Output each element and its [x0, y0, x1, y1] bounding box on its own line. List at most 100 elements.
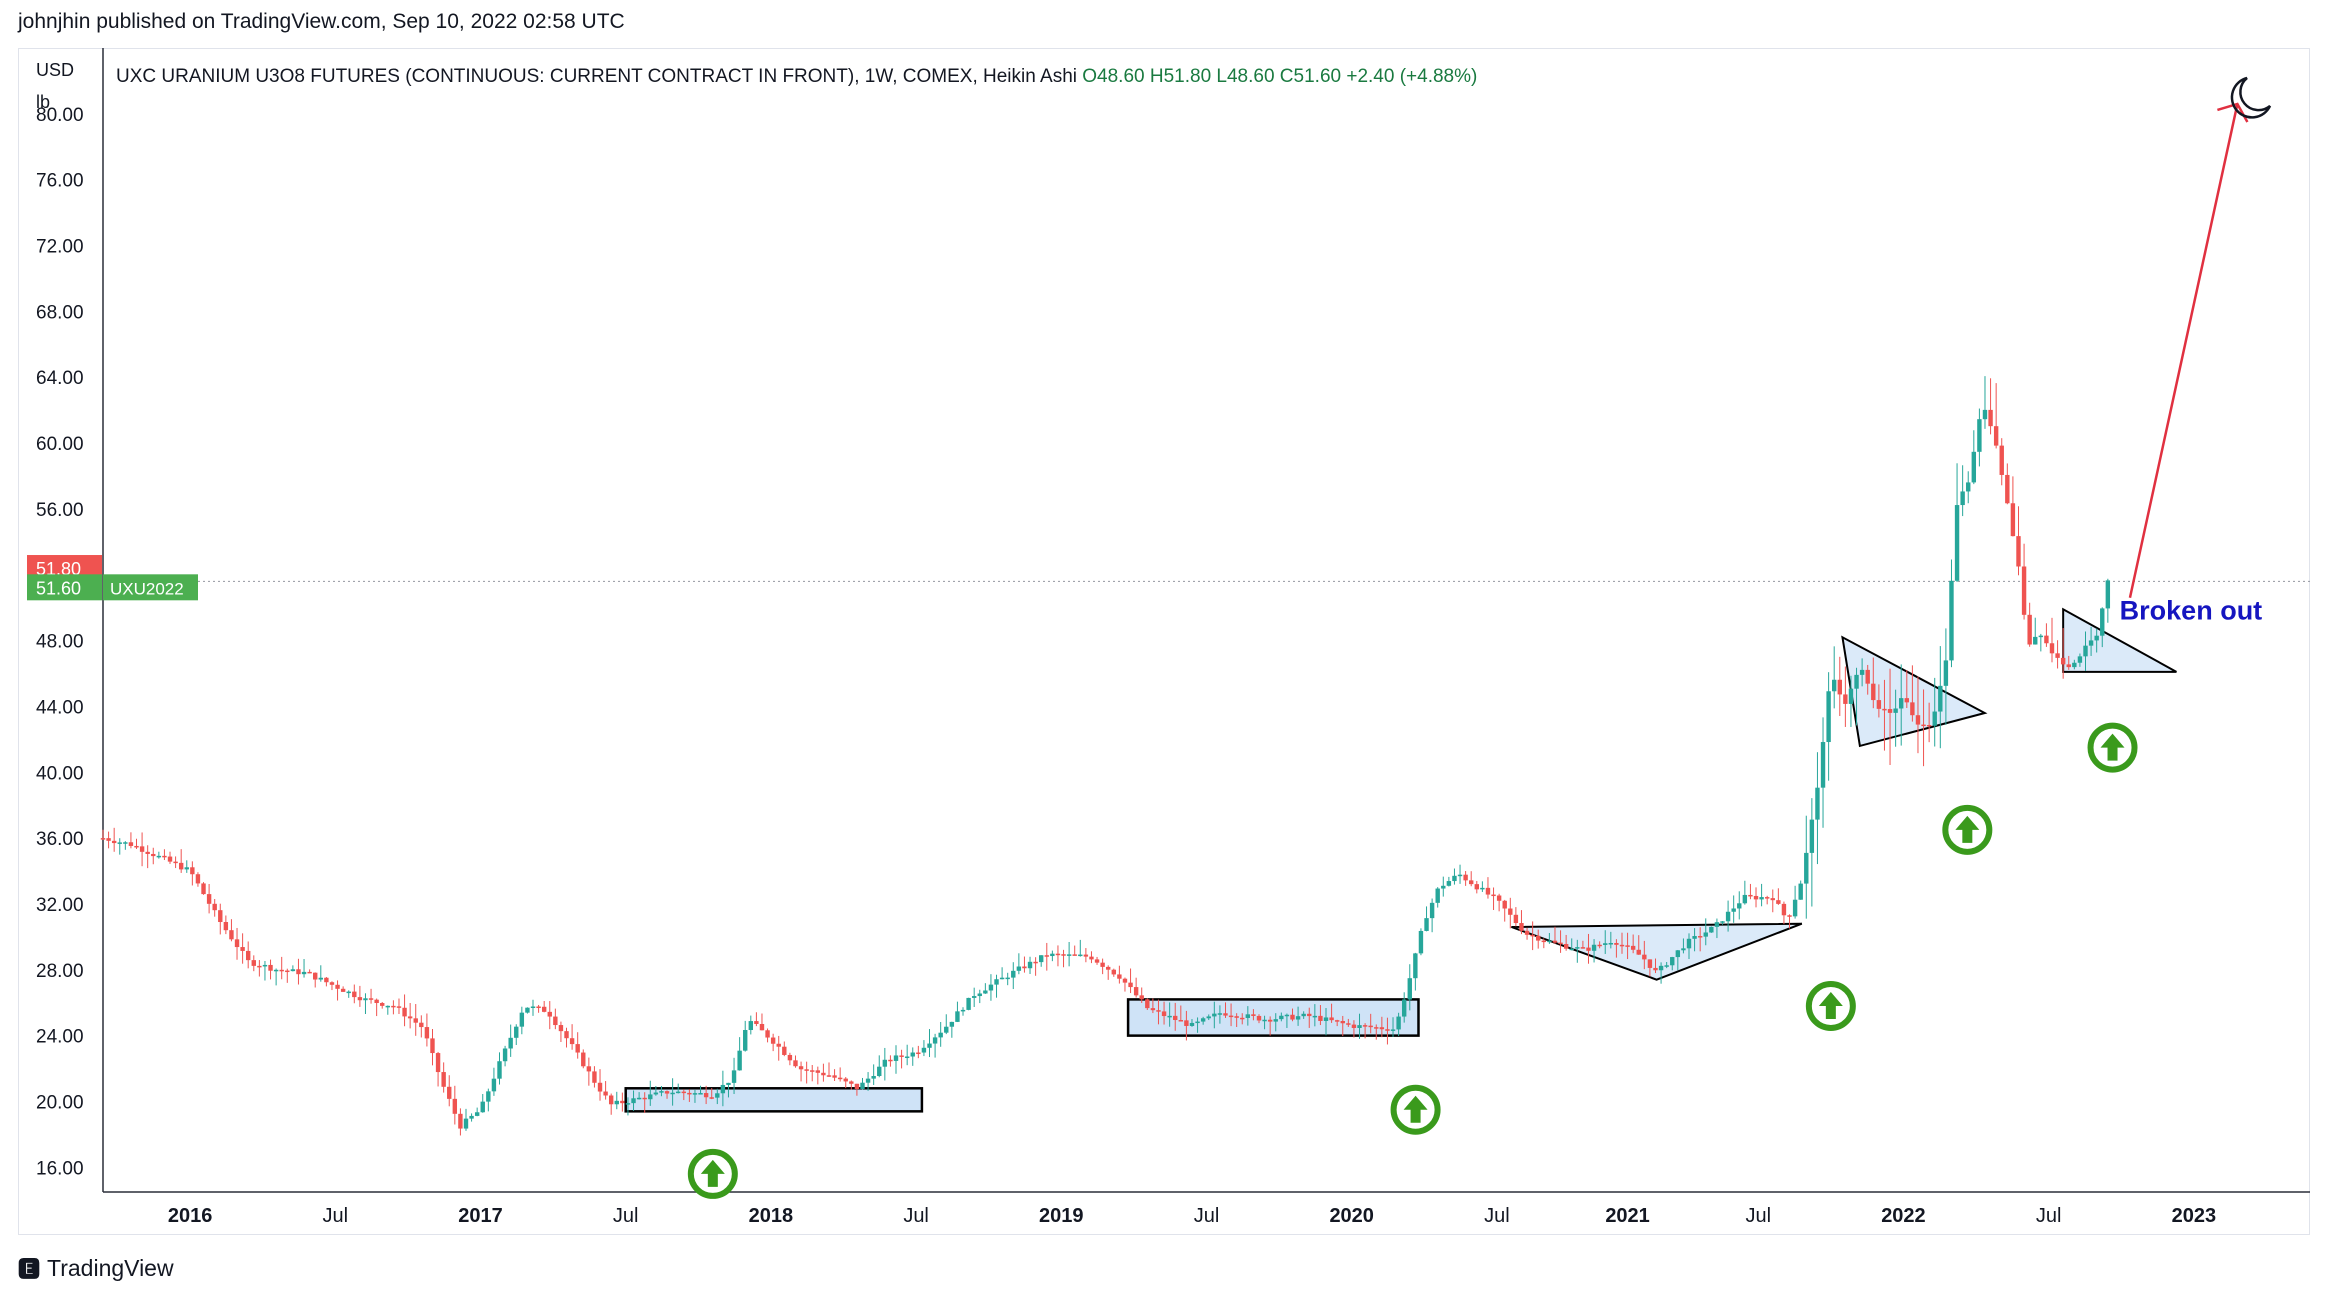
candle-body: [553, 1016, 558, 1026]
candle-body: [1943, 660, 1949, 686]
candle-body: [564, 1031, 569, 1039]
candle-body: [1608, 942, 1614, 945]
candle-body: [1831, 679, 1837, 692]
publisher-line: johnjhin published on TradingView.com, S…: [18, 10, 625, 33]
candle-body: [245, 950, 251, 961]
candle-body: [843, 1078, 848, 1082]
candle-body: [966, 997, 971, 1010]
candle-body: [681, 1091, 686, 1094]
candle-body: [1156, 1010, 1161, 1012]
candle-body: [1435, 888, 1440, 903]
candle-body: [865, 1078, 871, 1083]
candle-body: [804, 1069, 809, 1071]
candle-body: [1614, 942, 1619, 945]
candle-body: [1334, 1020, 1340, 1022]
candle-body: [357, 997, 363, 1001]
candle-body: [162, 855, 167, 858]
candle-body: [1753, 895, 1759, 900]
up-arrow-icon: [700, 1159, 725, 1187]
candle-body: [335, 984, 340, 989]
candle-body: [1982, 409, 1988, 420]
footer-brand: TradingView: [47, 1254, 174, 1281]
candle-body: [1413, 953, 1418, 979]
candle-body: [525, 1007, 530, 1013]
candle-body: [251, 960, 256, 966]
candle-body: [1848, 688, 1854, 704]
candle-body: [1519, 923, 1524, 931]
candle-body: [1899, 698, 1904, 709]
candle-body: [1284, 1014, 1290, 1017]
candle-body: [921, 1047, 927, 1053]
candle-body: [1133, 987, 1139, 996]
candle-body: [1251, 1014, 1256, 1016]
y-tick-label: 32.00: [36, 895, 84, 916]
candle-body: [1932, 711, 1937, 726]
candle-body: [190, 867, 195, 875]
candle-body: [1675, 950, 1681, 958]
candle-body: [1569, 948, 1574, 951]
candle-body: [1938, 685, 1943, 712]
candle-body: [1804, 852, 1809, 884]
candle-body: [642, 1097, 647, 1100]
candle-body: [1323, 1017, 1329, 1021]
tradingview-footer[interactable]: 🅴 TradingView: [18, 1252, 174, 1284]
triangle-pattern: [1841, 635, 1988, 748]
candle-body: [212, 903, 217, 911]
y-unit-lb: lb: [36, 92, 50, 112]
y-tick-label: 36.00: [36, 829, 84, 850]
candle-body: [1815, 787, 1820, 820]
candle-body: [653, 1092, 659, 1095]
candle-body: [737, 1050, 742, 1071]
candle-body: [1854, 674, 1859, 689]
candle-body: [1776, 900, 1781, 904]
candle-body: [1876, 700, 1882, 709]
candle-body: [1346, 1023, 1351, 1025]
candle-body: [1357, 1025, 1362, 1028]
candle-body: [1200, 1018, 1206, 1022]
candle-body: [502, 1048, 508, 1062]
broken-out-label: Broken out: [2120, 595, 2263, 625]
candle-body: [1100, 962, 1105, 967]
candle-body: [257, 965, 262, 968]
candle-body: [1630, 945, 1636, 950]
candle-body: [1016, 966, 1022, 971]
candle-body: [1446, 881, 1452, 886]
candle-body: [1697, 936, 1703, 938]
candle-body: [1050, 953, 1055, 957]
candle-body: [1150, 1008, 1156, 1011]
candle-body: [201, 883, 206, 895]
ohlc-values: O48.60 H51.80 L48.60 C51.60 +2.40 (+4.88…: [1082, 66, 1477, 87]
candle-body: [826, 1075, 832, 1077]
candle-body: [938, 1032, 943, 1038]
candle-body: [1580, 947, 1586, 949]
candle-body: [463, 1118, 469, 1129]
candle-body: [687, 1092, 692, 1095]
candle-body: [787, 1054, 793, 1061]
price-badge: [27, 574, 102, 601]
candle-body: [530, 1006, 536, 1009]
candle-body: [2055, 653, 2060, 658]
candle-body: [821, 1072, 826, 1076]
candle-body: [536, 1006, 541, 1009]
candle-body: [385, 1005, 391, 1008]
up-arrow-circle-icon: [2087, 722, 2138, 773]
candle-body: [860, 1082, 865, 1090]
x-tick-label: Jul: [323, 1205, 349, 1227]
chart-title: UXC URANIUM U3O8 FUTURES (CONTINUOUS: CU…: [116, 66, 1477, 87]
candle-body: [765, 1030, 770, 1038]
candle-body: [541, 1006, 547, 1012]
candle-body: [1212, 1013, 1217, 1017]
candle-body: [1139, 995, 1144, 1000]
candle-body: [474, 1112, 480, 1116]
candle-body: [1792, 899, 1798, 917]
candle-body: [279, 969, 284, 972]
candle-body: [195, 874, 201, 884]
candle-body: [1513, 914, 1519, 924]
candle-body: [268, 964, 273, 971]
candle-body: [223, 922, 229, 931]
candle-body: [2027, 614, 2032, 645]
candle-body: [1368, 1025, 1373, 1028]
candle-body: [1385, 1029, 1390, 1031]
candle-body: [832, 1075, 837, 1078]
